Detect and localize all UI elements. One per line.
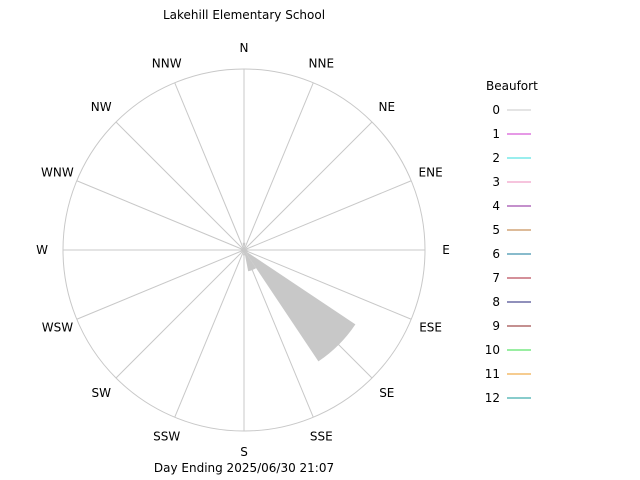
legend-label-10: 10 <box>485 343 500 357</box>
chart-title: Lakehill Elementary School <box>163 8 325 22</box>
petal-nne <box>244 248 245 250</box>
direction-label-ssw: SSW <box>153 430 180 444</box>
direction-label-ne: NE <box>379 100 396 114</box>
petal-s <box>242 250 246 256</box>
petal-ese <box>244 250 248 252</box>
chart-subtitle: Day Ending 2025/06/30 21:07 <box>154 461 334 475</box>
spoke-sw <box>115 249 245 379</box>
legend-label-8: 8 <box>492 295 500 309</box>
legend-label-5: 5 <box>492 223 500 237</box>
petal-ssw <box>243 250 244 252</box>
direction-label-wnw: WNW <box>41 166 74 180</box>
legend-label-1: 1 <box>492 127 500 141</box>
wind-petals <box>242 242 356 362</box>
petal-sse <box>244 250 257 272</box>
direction-label-ese: ESE <box>419 320 442 334</box>
direction-label-nne: NNE <box>309 56 335 70</box>
direction-label-sw: SW <box>91 386 111 400</box>
legend-label-3: 3 <box>492 175 500 189</box>
petal-wnw <box>242 249 244 250</box>
legend-label-0: 0 <box>492 103 500 117</box>
legend-label-12: 12 <box>485 391 500 405</box>
legend-label-6: 6 <box>492 247 500 261</box>
spoke-nw <box>115 121 245 251</box>
direction-labels: N NNE NE ENE E ESE SE SSE S SSW SW WSW W WNW NW NNW <box>36 41 450 459</box>
spoke-ene <box>243 180 412 251</box>
direction-label-sse: SSE <box>310 430 333 444</box>
spoke-sse <box>243 249 314 418</box>
petal-ne <box>244 248 246 250</box>
petal-w <box>242 249 244 251</box>
legend-label-9: 9 <box>492 319 500 333</box>
legend-label-2: 2 <box>492 151 500 165</box>
petal-nnw <box>243 248 244 250</box>
petal-wsw <box>242 250 244 251</box>
spoke-wsw <box>76 249 245 320</box>
petal-ene <box>244 249 246 250</box>
legend-label-4: 4 <box>492 199 500 213</box>
direction-label-nw: NW <box>91 100 112 114</box>
spoke-ssw <box>174 249 245 418</box>
direction-label-wsw: WSW <box>42 320 73 334</box>
direction-label-w: W <box>36 243 48 257</box>
petal-e <box>244 249 246 251</box>
direction-label-n: N <box>240 41 249 55</box>
direction-label-ene: ENE <box>419 166 443 180</box>
polar-grid <box>62 68 426 432</box>
petal-sw <box>242 250 244 252</box>
legend-label-7: 7 <box>492 271 500 285</box>
direction-label-nnw: NNW <box>152 56 182 70</box>
direction-label-se: SE <box>379 386 394 400</box>
spoke-wnw <box>76 180 245 251</box>
legend-title: Beaufort <box>486 79 538 93</box>
spoke-nnw <box>174 82 245 251</box>
direction-label-e: E <box>442 243 450 257</box>
spoke-ne <box>243 121 373 251</box>
petal-se <box>244 250 356 362</box>
spoke-ese <box>243 249 412 320</box>
legend-label-11: 11 <box>485 367 500 381</box>
spoke-nne <box>243 82 314 251</box>
direction-label-s: S <box>240 445 248 459</box>
petal-n <box>242 242 246 250</box>
petal-nw <box>242 248 244 250</box>
